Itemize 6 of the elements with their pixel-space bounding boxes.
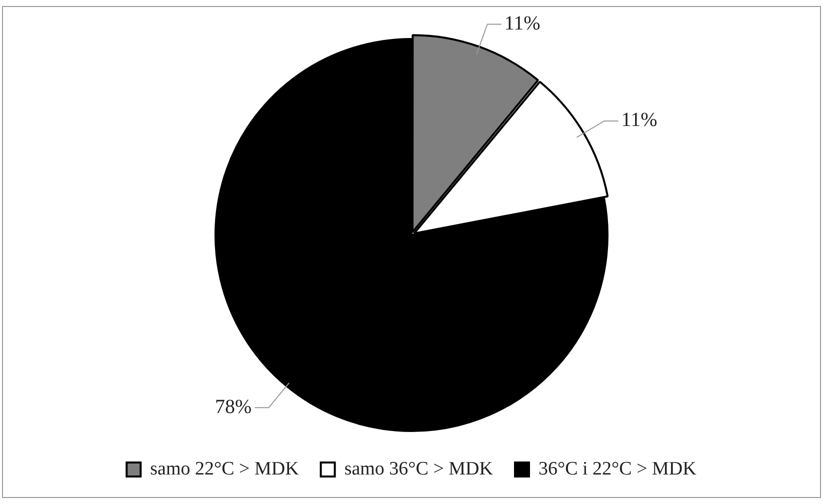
data-label: 11% bbox=[621, 109, 658, 132]
legend-label: 36°C i 22°C > MDK bbox=[538, 458, 697, 480]
legend-label: samo 22°C > MDK bbox=[150, 458, 300, 480]
data-label: 78% bbox=[215, 396, 252, 418]
data-label: 11% bbox=[504, 12, 540, 34]
legend-label: samo 36°C > MDK bbox=[344, 458, 494, 480]
